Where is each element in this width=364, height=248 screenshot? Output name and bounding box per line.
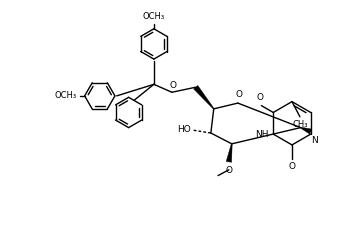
Text: OCH₃: OCH₃ — [55, 91, 77, 100]
Polygon shape — [194, 86, 214, 109]
Text: HO: HO — [177, 125, 191, 134]
Text: OCH₃: OCH₃ — [143, 12, 165, 21]
Text: O: O — [225, 166, 232, 175]
Text: O: O — [289, 162, 296, 171]
Text: CH₃: CH₃ — [293, 120, 308, 129]
Text: O: O — [236, 91, 242, 99]
Text: NH: NH — [255, 130, 269, 139]
Text: N: N — [312, 136, 318, 145]
Polygon shape — [300, 127, 312, 134]
Text: O: O — [170, 81, 177, 90]
Polygon shape — [226, 144, 232, 162]
Text: O: O — [256, 93, 263, 102]
